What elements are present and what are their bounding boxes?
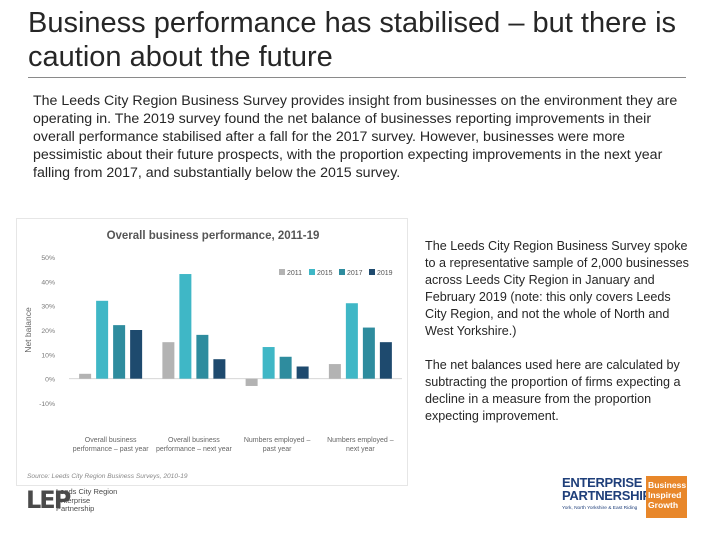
- x-tick-label: Numbers employed –: [327, 437, 394, 444]
- y-axis-label: Net balance: [23, 307, 33, 353]
- y-tick-label: 40%: [41, 279, 55, 286]
- legend-entry: 2011: [287, 270, 302, 277]
- side-paragraph-net-balance: The net balances used here are calculate…: [425, 358, 681, 423]
- bar: [362, 327, 375, 379]
- ep-logo-wordmark: ENTERPRISE PARTNERSHIP: [562, 475, 651, 503]
- x-tick-label: Overall business: [85, 437, 137, 444]
- enterprise-partnership-logo: ENTERPRISE PARTNERSHIP York, North Yorks…: [562, 476, 687, 518]
- chart-panel: Overall business performance, 2011-19 Net…: [16, 218, 408, 486]
- legend-swatch: [309, 269, 315, 275]
- title-divider: [28, 77, 686, 78]
- bar: [130, 330, 143, 379]
- legend-swatch: [369, 269, 375, 275]
- bar: [328, 364, 341, 379]
- legend-entry: 2019: [377, 270, 393, 277]
- bar: [113, 325, 126, 379]
- x-tick-label: performance – past year: [73, 446, 150, 453]
- bar: [196, 334, 209, 379]
- bar: [96, 300, 109, 379]
- intro-paragraph: The Leeds City Region Business Survey pr…: [33, 93, 678, 181]
- x-tick-label: next year: [346, 446, 375, 453]
- y-tick-label: 10%: [41, 352, 55, 359]
- legend-entry: 2017: [347, 270, 363, 277]
- bar: [79, 373, 92, 379]
- bar: [245, 378, 258, 386]
- chart-source-note: Source: Leeds City Region Business Surve…: [27, 473, 188, 480]
- lep-logo-text: Leeds City Region Enterprise Partnership: [56, 487, 118, 513]
- bar: [179, 274, 192, 379]
- x-tick-label: Numbers employed –: [244, 437, 311, 444]
- bar-chart: Overall business performance, 2011-19 Net…: [23, 230, 402, 480]
- bar: [345, 303, 358, 379]
- bar: [296, 366, 309, 379]
- slide-title: Business performance has stabilised – bu…: [28, 7, 677, 73]
- side-notes: The Leeds City Region Business Survey sp…: [425, 238, 693, 442]
- y-tick-label: 30%: [41, 304, 55, 311]
- bar: [213, 359, 226, 379]
- bar: [262, 347, 275, 379]
- ep-logo-tagline: York, North Yorkshire & East Riding: [562, 506, 638, 511]
- lep-logo-mark: LEP: [26, 486, 71, 514]
- x-tick-label: performance – next year: [156, 446, 233, 453]
- y-tick-label: 20%: [41, 328, 55, 335]
- lep-logo: LEP Leeds City Region Enterprise Partner…: [26, 486, 156, 530]
- legend-swatch: [339, 269, 345, 275]
- bar: [279, 356, 292, 379]
- chart-title: Overall business performance, 2011-19: [107, 230, 320, 242]
- legend-swatch: [279, 269, 285, 275]
- x-tick-label: Overall business: [168, 437, 220, 444]
- y-tick-label: 0%: [45, 377, 55, 384]
- bar: [162, 342, 175, 379]
- bar: [379, 342, 392, 379]
- y-tick-label: 50%: [41, 255, 55, 262]
- legend-entry: 2015: [317, 270, 333, 277]
- y-tick-label: -10%: [39, 401, 55, 408]
- x-tick-label: past year: [263, 446, 292, 453]
- side-paragraph-survey: The Leeds City Region Business Survey sp…: [425, 239, 689, 338]
- ep-logo-badge: Business Inspired Growth: [646, 476, 687, 518]
